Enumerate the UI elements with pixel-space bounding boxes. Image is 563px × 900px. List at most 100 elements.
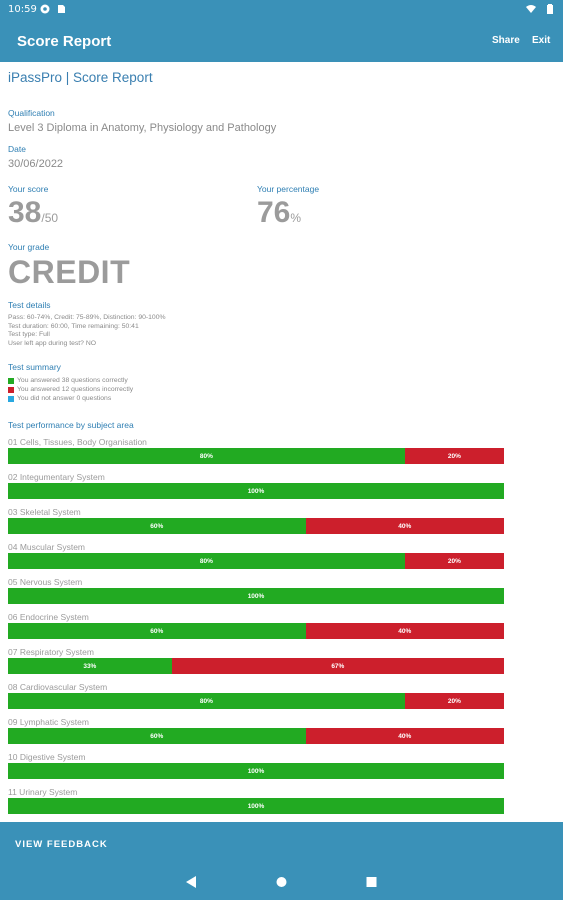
incorrect-segment: 20% [404,693,504,709]
subject-row: 03 Skeletal System 60% 40% [8,507,504,542]
subject-bar: 100% [8,588,504,604]
subject-name: 08 Cardiovascular System [8,682,108,692]
correct-segment: 100% [8,763,504,779]
subject-performance-list: 01 Cells, Tissues, Body Organisation 80% 2… [8,437,504,822]
correct-segment: 80% [8,448,405,464]
correct-segment: 60% [8,728,306,744]
incorrect-segment: 67% [171,658,504,674]
status-bar: 10:59 [0,0,563,20]
qualification-value: Level 3 Diploma in Anatomy, Physiology a… [8,122,277,134]
correct-segment: 60% [8,518,306,534]
subject-name: 07 Respiratory System [8,647,94,657]
subject-name: 10 Digestive System [8,752,86,762]
subject-row: 07 Respiratory System 33% 67% [8,647,504,682]
test-summary-label: Test summary [8,362,61,372]
subject-name: 05 Nervous System [8,577,83,587]
app-bar: Score Report Share Exit [0,20,563,62]
back-icon[interactable] [186,876,197,888]
percentage-label: Your percentage [257,184,320,194]
test-summary: You answered 38 questions correctly You … [8,376,133,403]
incorrect-segment: 20% [404,553,504,569]
summary-text: You did not answer 0 questions [17,395,112,402]
clock: 10:59 [8,4,37,15]
subject-row: 08 Cardiovascular System 80% 20% [8,682,504,717]
subject-bar: 33% 67% [8,658,504,674]
wifi-icon [526,5,536,13]
subject-name: 04 Muscular System [8,542,85,552]
subject-row: 05 Nervous System 100% [8,577,504,612]
subject-bar: 100% [8,798,504,814]
details-line: Test type: Full [8,331,50,338]
subject-row: 06 Endocrine System 60% 40% [8,612,504,647]
details-line: Test duration: 60:00, Time remaining: 50… [8,322,139,330]
date-value: 30/06/2022 [8,158,64,170]
subject-name: 03 Skeletal System [8,507,81,517]
correct-segment: 80% [8,693,405,709]
score-value: 38/50 [8,196,58,230]
incorrect-swatch [8,386,14,393]
incorrect-segment: 40% [305,728,504,744]
performance-label: Test performance by subject area [8,420,134,430]
subject-name: 09 Lymphatic System [8,717,89,727]
subject-name: 11 Urinary System [8,787,78,797]
battery-icon [547,4,553,14]
view-feedback-button[interactable]: VIEW FEEDBACK [15,839,108,850]
recents-icon[interactable] [366,876,377,888]
summary-unanswered: You did not answer 0 questions [8,394,133,403]
subject-bar: 80% 20% [8,693,504,709]
score-total: /50 [41,211,59,225]
incorrect-segment: 40% [305,623,504,639]
subject-bar: 100% [8,483,504,499]
grade-value: CREDIT [8,254,131,290]
unanswered-swatch [8,395,14,402]
gear-icon [40,4,50,14]
percentage-number: 76 [257,196,291,229]
subject-bar: 60% 40% [8,518,504,534]
incorrect-segment: 40% [305,518,504,534]
percentage-value: 76% [257,196,301,230]
test-details: Pass: 60-74%, Credit: 75-89%, Distinctio… [8,314,166,348]
percent-sign: % [290,211,302,225]
correct-segment: 100% [8,798,504,814]
subject-row: 10 Digestive System 100% [8,752,504,787]
correct-segment: 80% [8,553,405,569]
subject-bar: 80% 20% [8,553,504,569]
subject-name: 02 Integumentary System [8,472,105,482]
details-line: User left app during test? NO [8,339,97,347]
subject-row: 01 Cells, Tissues, Body Organisation 80% 2… [8,437,504,472]
summary-correct: You answered 38 questions correctly [8,376,133,385]
app-bar-title: Score Report [17,33,112,50]
summary-text: You answered 12 questions incorrectly [17,386,134,393]
subject-bar: 60% 40% [8,623,504,639]
correct-swatch [8,377,14,384]
subject-name: 06 Endocrine System [8,612,89,622]
subject-bar: 80% 20% [8,448,504,464]
summary-text: You answered 38 questions correctly [17,377,128,384]
correct-segment: 100% [8,588,504,604]
correct-segment: 100% [8,483,504,499]
bottom-bar: VIEW FEEDBACK [0,822,563,900]
subject-bar: 100% [8,763,504,779]
details-line: Pass: 60-74%, Credit: 75-89%, Distinctio… [8,314,166,321]
score-number: 38 [8,196,42,229]
share-button[interactable]: Share [492,35,520,46]
grade-label: Your grade [8,242,50,252]
report-content[interactable]: iPassPro | Score Report Qualification Le… [0,62,563,822]
summary-incorrect: You answered 12 questions incorrectly [8,385,133,394]
sd-card-icon [58,5,65,13]
date-label: Date [8,144,26,154]
report-title: iPassPro | Score Report [8,70,153,85]
correct-segment: 60% [8,623,306,639]
subject-bar: 60% 40% [8,728,504,744]
incorrect-segment: 20% [404,448,504,464]
subject-row: 09 Lymphatic System 60% 40% [8,717,504,752]
home-icon[interactable] [276,876,287,888]
subject-name: 01 Cells, Tissues, Body Organisation [8,437,147,447]
score-label: Your score [8,184,49,194]
subject-row: 02 Integumentary System 100% [8,472,504,507]
exit-button[interactable]: Exit [532,35,551,46]
subject-row: 11 Urinary System 100% [8,787,504,822]
correct-segment: 33% [8,658,172,674]
qualification-label: Qualification [8,108,55,118]
test-details-label: Test details [8,300,51,310]
